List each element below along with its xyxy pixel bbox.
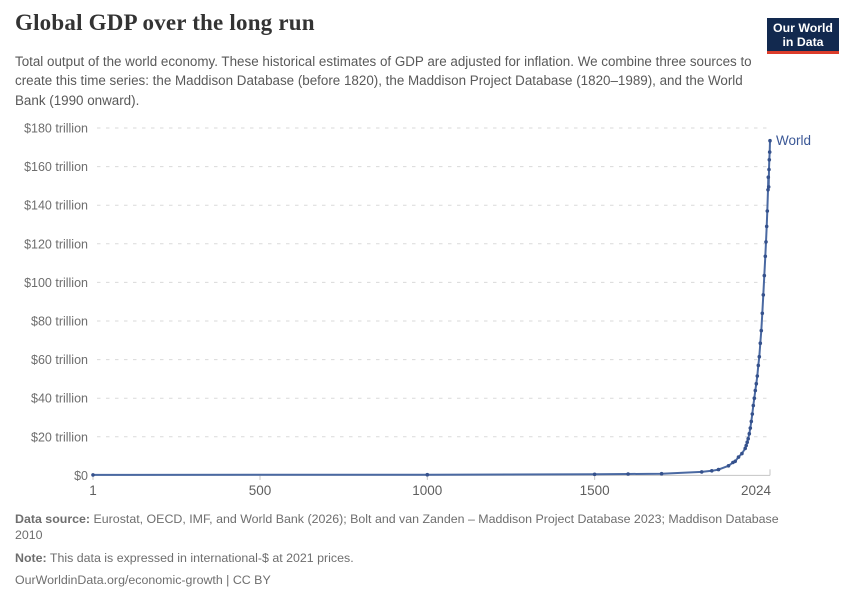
x-tick-label: 500 <box>249 483 272 498</box>
data-point-marker[interactable] <box>754 381 759 386</box>
data-point-marker[interactable] <box>736 455 741 459</box>
y-tick-label: $160 trillion <box>24 160 88 174</box>
data-source-line: Data source: Eurostat, OECD, IMF, and Wo… <box>15 511 807 543</box>
data-point-marker[interactable] <box>760 311 765 316</box>
y-tick-label: $120 trillion <box>24 237 88 251</box>
y-tick-label: $60 trillion <box>31 353 88 367</box>
data-point-marker[interactable] <box>759 328 764 333</box>
data-point-marker[interactable] <box>762 273 767 278</box>
x-tick-label: 1500 <box>580 483 610 498</box>
data-point-marker[interactable] <box>766 185 771 189</box>
data-point-marker[interactable] <box>761 293 766 297</box>
data-point-marker[interactable] <box>748 426 753 430</box>
data-point-marker[interactable] <box>740 451 744 456</box>
citation-line[interactable]: OurWorldinData.org/economic-growth | CC … <box>15 573 271 587</box>
y-tick-label: $40 trillion <box>31 392 88 406</box>
data-point-marker[interactable] <box>745 440 749 445</box>
data-point-marker[interactable] <box>757 354 762 359</box>
data-point-marker[interactable] <box>765 209 770 213</box>
data-point-marker[interactable] <box>425 472 430 477</box>
data-point-marker[interactable] <box>91 473 95 477</box>
y-tick-label: $80 trillion <box>31 315 88 329</box>
data-point-marker[interactable] <box>764 240 768 244</box>
data-point-marker[interactable] <box>699 470 704 474</box>
note-text: This data is expressed in international-… <box>49 551 354 565</box>
data-point-marker[interactable] <box>767 150 772 154</box>
chart-footer: Data source: Eurostat, OECD, IMF, and Wo… <box>15 511 807 588</box>
data-point-marker[interactable] <box>753 388 758 393</box>
y-tick-label: $100 trillion <box>24 276 88 290</box>
data-point-marker[interactable] <box>659 471 664 476</box>
data-point-marker[interactable] <box>733 459 737 464</box>
y-tick-label: $20 trillion <box>31 430 88 444</box>
data-source-label: Data source: <box>15 512 91 526</box>
data-point-marker[interactable] <box>726 464 731 468</box>
data-point-marker[interactable] <box>766 175 771 179</box>
data-source-text: Eurostat, OECD, IMF, and World Bank (202… <box>15 512 779 542</box>
data-point-marker[interactable] <box>764 224 769 229</box>
data-point-marker[interactable] <box>766 188 770 192</box>
data-point-marker[interactable] <box>750 412 755 416</box>
data-point-marker[interactable] <box>626 472 630 476</box>
data-point-marker[interactable] <box>747 431 752 436</box>
data-point-marker[interactable] <box>751 403 756 408</box>
owid-logo-line2: in Data <box>782 35 824 49</box>
note-label: Note: <box>15 551 47 565</box>
page-title: Global GDP over the long run <box>15 10 315 35</box>
y-tick-label: $180 trillion <box>24 122 88 136</box>
data-point-marker[interactable] <box>744 443 748 448</box>
x-tick-label: 1 <box>89 483 97 498</box>
world-gdp-line[interactable] <box>92 139 771 476</box>
data-point-marker[interactable] <box>752 396 757 401</box>
data-point-marker[interactable] <box>767 167 771 172</box>
data-point-marker[interactable] <box>716 467 721 472</box>
chart-subtitle: Total output of the world economy. These… <box>15 54 752 108</box>
data-point-marker[interactable] <box>756 363 761 368</box>
data-point-marker[interactable] <box>755 374 760 378</box>
gdp-line-chart: $0 $20 trillion $40 trillion $60 trillion $8… <box>24 122 811 499</box>
data-point-marker[interactable] <box>758 341 763 345</box>
data-point-marker[interactable] <box>763 254 768 259</box>
data-point-marker[interactable] <box>746 436 750 441</box>
y-tick-label: $0 <box>74 469 88 483</box>
data-point-marker[interactable] <box>767 158 772 162</box>
data-point-marker[interactable] <box>743 446 747 451</box>
note-line: Note: This data is expressed in internat… <box>15 550 807 566</box>
data-point-marker[interactable] <box>749 419 754 424</box>
x-tick-label: 2024 <box>741 483 772 498</box>
data-point-marker[interactable] <box>768 138 772 143</box>
world-series-label[interactable]: World <box>776 133 811 148</box>
y-tick-label: $140 trillion <box>24 199 88 213</box>
data-point-marker[interactable] <box>710 469 714 473</box>
x-tick-label: 1000 <box>412 483 442 498</box>
data-point-marker[interactable] <box>592 472 597 477</box>
owid-logo: Our World in Data <box>767 18 839 54</box>
owid-logo-line1: Our World <box>773 21 833 35</box>
